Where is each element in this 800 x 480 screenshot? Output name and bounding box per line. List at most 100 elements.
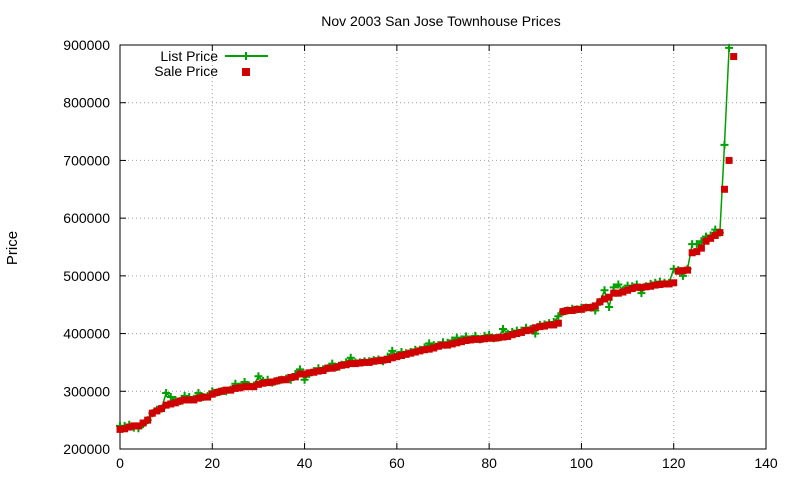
sale-price-point <box>619 288 627 296</box>
sale-price-point <box>430 344 438 352</box>
sale-price-point <box>485 334 493 342</box>
y-tick-label: 600000 <box>63 210 110 226</box>
sale-price-point <box>536 323 544 331</box>
series-sale-price <box>116 53 738 433</box>
list-price-point <box>162 389 171 398</box>
legend-marker-list-price <box>242 52 250 60</box>
sale-price-point <box>684 266 692 274</box>
sale-price-point <box>665 280 673 288</box>
sale-price-point <box>647 282 655 290</box>
sale-price-point <box>356 359 364 367</box>
plot-frame <box>119 44 767 450</box>
sale-price-point <box>624 286 632 294</box>
sale-price-point <box>462 336 470 344</box>
list-price-point <box>498 324 507 333</box>
sale-price-point <box>725 156 733 164</box>
sale-price-point <box>185 396 193 404</box>
sale-price-point <box>642 283 650 291</box>
list-price-point <box>254 372 263 381</box>
sale-price-point <box>388 354 396 362</box>
list-price-point <box>166 393 175 402</box>
sale-price-point <box>333 363 341 371</box>
list-price-point <box>692 240 701 249</box>
sale-price-point <box>374 357 382 365</box>
sale-price-point <box>439 341 447 349</box>
sale-price-point <box>531 324 539 332</box>
sale-price-point <box>337 361 345 369</box>
sale-price-point <box>490 334 498 342</box>
sale-price-point <box>347 360 355 368</box>
sale-price-point <box>425 345 433 353</box>
sale-price-point <box>379 356 387 364</box>
sale-price-point <box>319 367 327 375</box>
sale-price-point <box>421 346 429 354</box>
sale-price-point <box>697 244 705 252</box>
x-tick-label: 100 <box>570 455 594 471</box>
sale-price-point <box>573 305 581 313</box>
sale-price-point <box>605 293 613 301</box>
sale-price-point <box>384 356 392 364</box>
sale-price-point <box>633 283 641 291</box>
list-price-line <box>120 47 730 430</box>
list-price-point <box>720 140 729 149</box>
sale-price-point <box>467 336 475 344</box>
sale-price-point <box>148 409 156 417</box>
sale-price-point <box>679 267 687 275</box>
sale-price-point <box>577 305 585 313</box>
sale-price-point <box>199 393 207 401</box>
sale-price-point <box>601 295 608 303</box>
y-tick-label: 200000 <box>63 441 110 457</box>
sale-price-point <box>190 396 198 404</box>
sale-price-point <box>236 384 244 392</box>
sale-price-point <box>264 379 272 387</box>
legend-marker-sale-price <box>242 68 250 76</box>
sale-price-point <box>213 388 221 396</box>
sale-price-point <box>254 380 262 388</box>
sale-price-point <box>218 387 226 395</box>
sale-price-point <box>365 358 373 366</box>
sale-price-point <box>494 334 502 342</box>
sale-price-point <box>434 342 442 350</box>
sale-price-point <box>693 248 701 256</box>
sale-price-point <box>125 423 133 431</box>
sale-price-point <box>162 401 170 409</box>
sale-price-point <box>245 383 253 391</box>
series-layer <box>116 43 738 433</box>
sale-price-point <box>208 390 216 398</box>
y-tick-label: 800000 <box>63 95 110 111</box>
sale-price-point <box>411 348 419 356</box>
sale-price-point <box>139 419 147 427</box>
sale-price-point <box>144 416 152 424</box>
sale-price-point <box>527 326 535 334</box>
sale-price-point <box>587 304 595 312</box>
sale-price-point <box>296 370 304 378</box>
sale-price-point <box>130 422 138 430</box>
sale-price-point <box>564 306 572 314</box>
list-price-point <box>554 312 563 321</box>
series-list-price <box>116 43 734 433</box>
sale-price-point <box>328 364 336 372</box>
sale-price-point <box>310 368 318 376</box>
sale-price-point <box>457 338 465 346</box>
legend-label-list-price: List Price <box>160 48 218 64</box>
x-tick-label: 120 <box>662 455 686 471</box>
sale-price-point <box>250 383 258 391</box>
sale-price-point <box>278 376 285 384</box>
sale-price-point <box>402 350 410 358</box>
sale-price-point <box>730 53 738 61</box>
sale-price-point <box>361 358 369 366</box>
sale-price-point <box>559 308 567 316</box>
sale-price-point <box>301 370 309 378</box>
sale-price-point <box>522 327 530 335</box>
sale-price-point <box>158 405 166 413</box>
sale-price-point <box>259 379 267 387</box>
list-price-point <box>600 286 609 295</box>
y-tick-label: 300000 <box>63 383 110 399</box>
list-price-point <box>605 303 614 312</box>
sale-price-point <box>167 400 175 408</box>
sale-price-point <box>481 335 489 343</box>
sale-price-point <box>476 335 484 343</box>
sale-price-point <box>554 319 562 327</box>
sale-price-point <box>513 330 521 338</box>
list-price-point <box>725 43 734 52</box>
